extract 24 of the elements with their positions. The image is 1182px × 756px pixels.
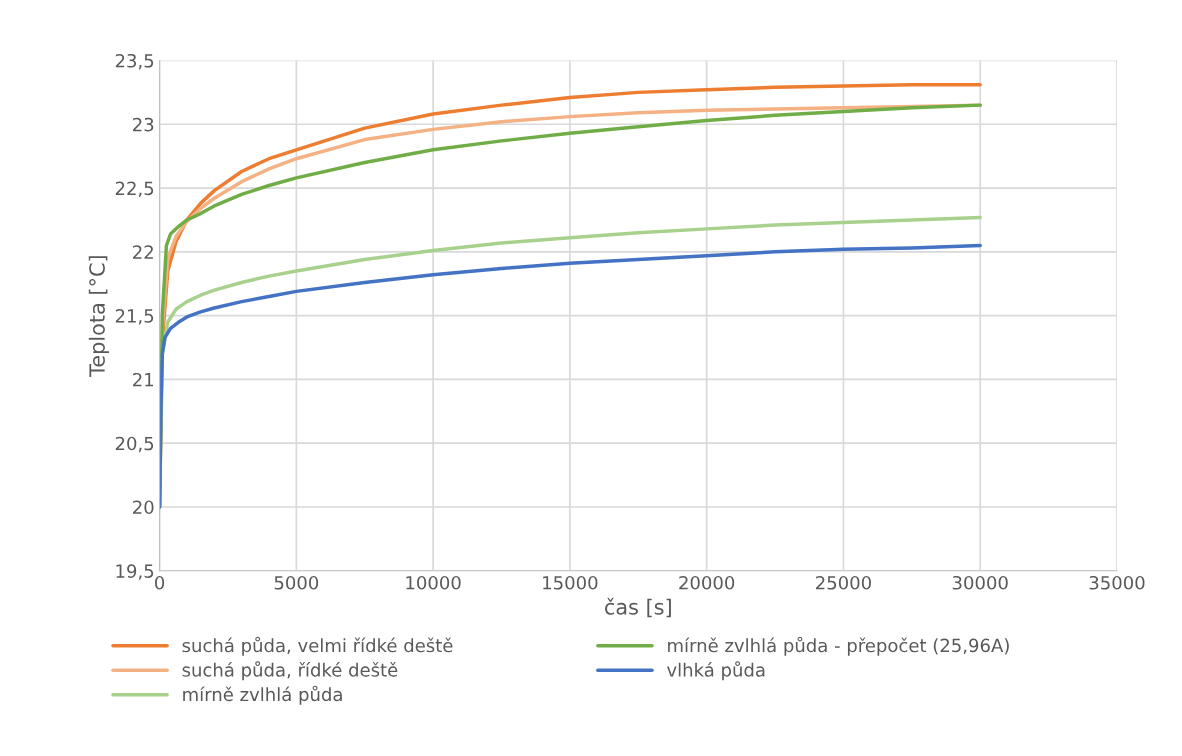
x-tick-label: 20000 (679, 575, 735, 590)
legend-label: vlhká půda (666, 661, 765, 681)
legend-label: mírně zvlhlá půda (183, 685, 342, 705)
y-tick-label: 21,5 (115, 309, 154, 325)
y-tick-label: 19,5 (116, 564, 154, 580)
y-tick-label: 20,5 (115, 436, 154, 453)
legend-label: suchá půda, velmi řídké deště (182, 636, 453, 656)
y-axis-title: Teplota [°C] (88, 256, 109, 377)
y-tick-label: 22,5 (115, 181, 154, 198)
legend-label: mírně zvlhlá půda - přepočet (25,96A) (668, 636, 1009, 656)
x-tick-label: 5000 (274, 575, 319, 590)
y-tick-label: 23,5 (115, 53, 154, 70)
x-tick-label: 10000 (406, 575, 461, 590)
x-tick-label: 15000 (543, 575, 598, 590)
y-tick-label: 22 (133, 245, 153, 259)
legend-label: suchá půda, řídké deště (182, 661, 398, 681)
x-tick-label: 0 (155, 575, 165, 590)
x-axis-title: čas [s] (605, 597, 671, 618)
y-tick-label: 21 (133, 372, 154, 387)
x-tick-label: 25000 (816, 575, 871, 590)
x-tick-label: 30000 (952, 575, 1008, 590)
y-tick-label: 23 (133, 117, 154, 132)
y-tick-label: 20 (133, 500, 154, 515)
x-tick-label: 35000 (1089, 575, 1145, 590)
